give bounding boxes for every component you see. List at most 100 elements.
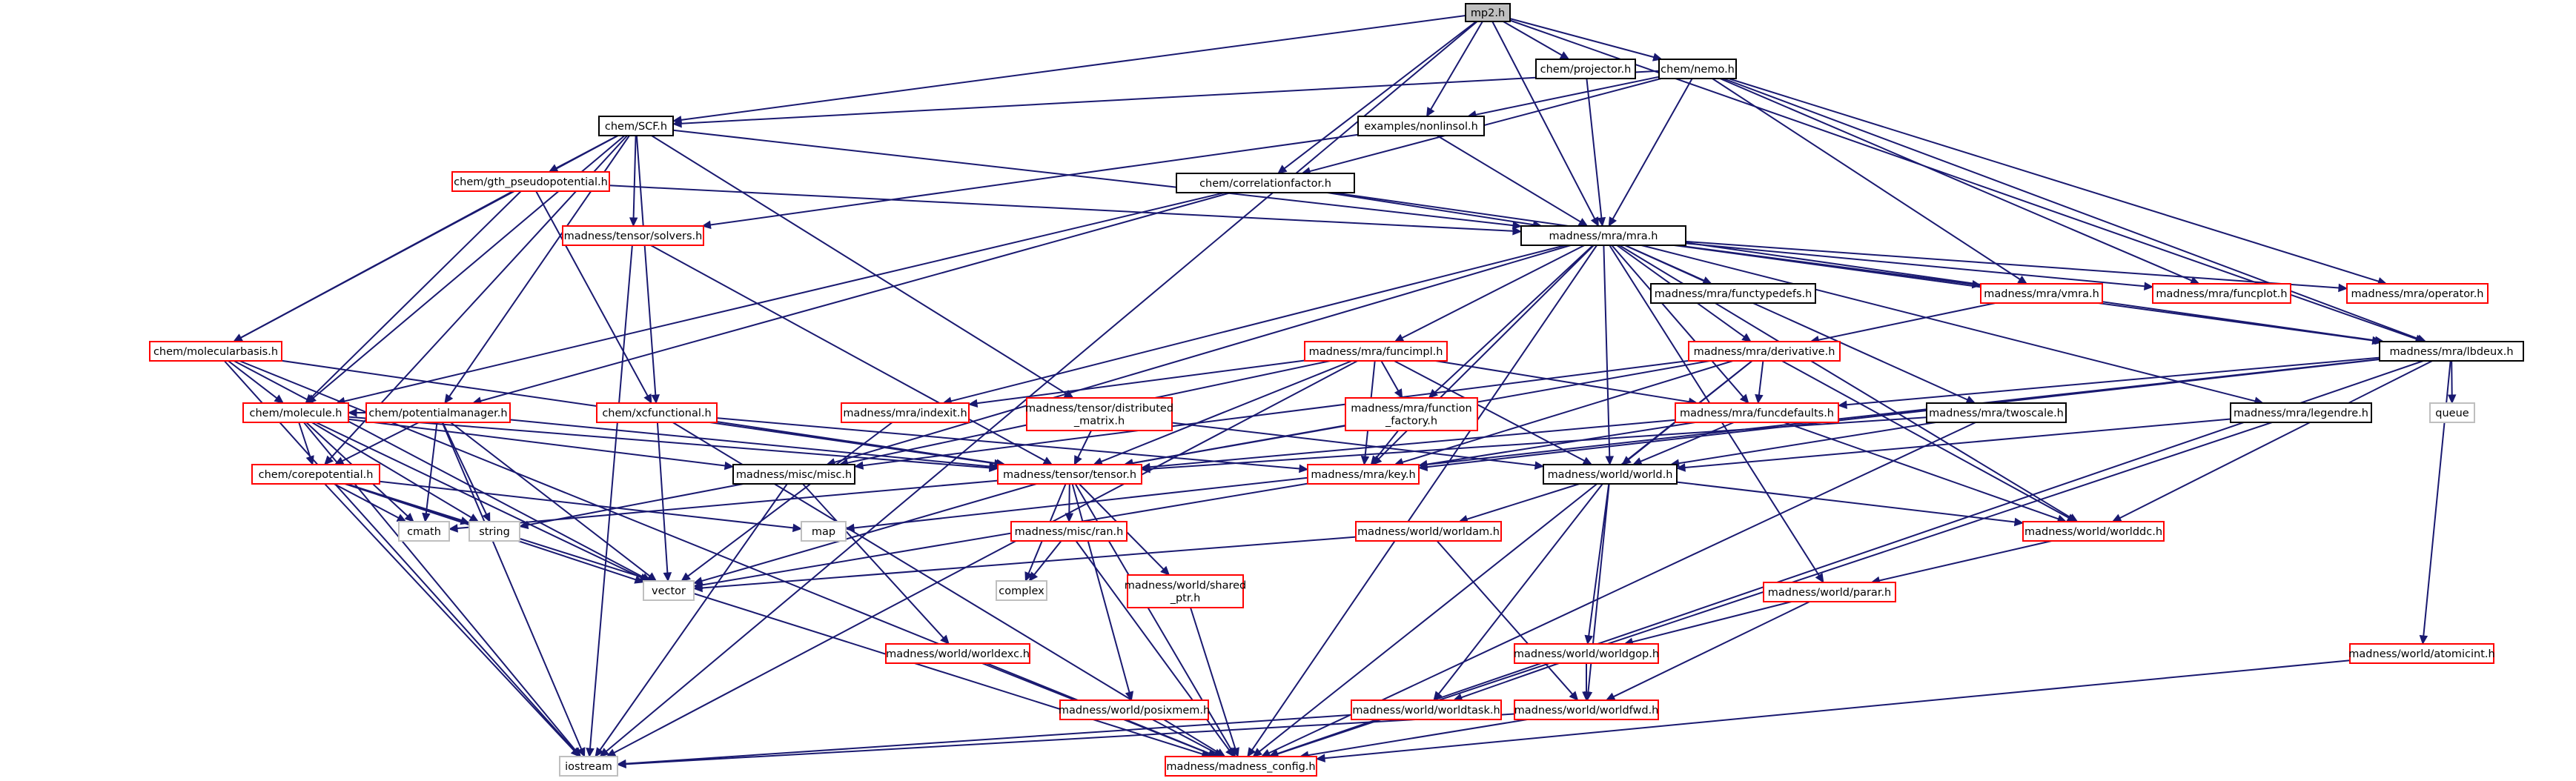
file-node-funcimpl[interactable]: madness/mra/funcimpl.h [1304, 341, 1448, 362]
file-node-posixmem[interactable]: madness/world/posixmem.h [1059, 699, 1210, 720]
edge-arrowhead [2447, 394, 2457, 405]
file-node-lbdeux[interactable]: madness/mra/lbdeux.h [2379, 341, 2524, 362]
edge-arrowhead [1125, 691, 1134, 702]
edge-line [324, 483, 575, 751]
file-node-scf[interactable]: chem/SCF.h [598, 116, 674, 136]
node-box [1650, 283, 1816, 304]
edge-arrowhead [233, 333, 244, 342]
file-node-operator[interactable]: madness/mra/operator.h [2346, 283, 2489, 304]
file-node-corrfac[interactable]: chem/correlationfactor.h [1176, 173, 1355, 193]
file-node-config[interactable]: madness/madness_config.h [1165, 756, 1317, 777]
file-node-molecule[interactable]: chem/molecule.h [242, 402, 349, 423]
file-node-gth[interactable]: chem/gth_pseudopotential.h [451, 171, 610, 192]
file-node-funcdefaults[interactable]: madness/mra/funcdefaults.h [1675, 402, 1839, 423]
node-box [801, 521, 847, 542]
file-node-misc[interactable]: madness/misc/misc.h [732, 464, 855, 485]
include-edge-worldfwd-to-config [1299, 719, 1528, 760]
file-node-worldtask[interactable]: madness/world/worldtask.h [1351, 699, 1502, 720]
node-label: madness/mra/legendre.h [2234, 408, 2368, 419]
edge-line [1033, 540, 1062, 576]
file-node-mra[interactable]: madness/mra/mra.h [1520, 225, 1686, 246]
edge-arrowhead [396, 514, 407, 522]
node-box [1688, 341, 1841, 362]
node-label: madness/world/worldam.h [1357, 526, 1500, 538]
node-label: _ptr.h [1170, 593, 1201, 605]
file-node-world[interactable]: madness/world/world.h [1543, 464, 1678, 485]
file-node-sharedptr[interactable]: madness/world/shared_ptr.h [1125, 574, 1247, 608]
node-box [1658, 59, 1737, 79]
file-node-worldam[interactable]: madness/world/worldam.h [1355, 521, 1502, 542]
edge-line [1475, 76, 1660, 116]
file-node-parar[interactable]: madness/world/parar.h [1763, 582, 1896, 602]
file-node-derivative[interactable]: madness/mra/derivative.h [1688, 341, 1841, 362]
edge-arrowhead [1370, 455, 1380, 465]
file-node-atomicint[interactable]: madness/world/atomicint.h [2348, 643, 2495, 664]
file-node-projector[interactable]: chem/projector.h [1535, 59, 1636, 79]
node-label: madness/mra/twoscale.h [1929, 408, 2064, 419]
file-node-molbasis[interactable]: chem/molecularbasis.h [149, 341, 282, 362]
file-node-funcfactory[interactable]: madness/mra/function_factory.h [1345, 397, 1478, 431]
file-node-string[interactable]: string [468, 521, 520, 542]
file-node-worldgop[interactable]: madness/world/worldgop.h [1514, 643, 1659, 664]
file-node-map[interactable]: map [801, 521, 847, 542]
edge-line [1435, 360, 1689, 403]
node-label: madness/mra/operator.h [2351, 288, 2483, 300]
edge-line [1640, 245, 2256, 402]
edge-arrowhead [1605, 692, 1616, 701]
edge-arrowhead [422, 512, 431, 523]
edge-arrowhead [2144, 282, 2154, 291]
file-node-distmat[interactable]: madness/tensor/distributed_matrix.h [1025, 397, 1173, 431]
file-node-corepot[interactable]: chem/corepotential.h [251, 464, 380, 485]
file-node-worlddc[interactable]: madness/world/worlddc.h [2022, 521, 2165, 542]
edge-line [442, 422, 488, 515]
file-node-vmra[interactable]: madness/mra/vmra.h [1980, 283, 2103, 304]
file-node-nonlinsol[interactable]: examples/nonlinsol.h [1357, 116, 1485, 136]
file-node-queue[interactable]: queue [2429, 402, 2475, 423]
node-label: madness/world/world.h [1548, 469, 1673, 481]
file-node-cmath[interactable]: cmath [398, 521, 450, 542]
file-node-iostream[interactable]: iostream [559, 756, 618, 777]
edge-line [1251, 245, 1597, 751]
include-edge-scf-to-mra [672, 129, 1523, 230]
file-node-twoscale[interactable]: madness/mra/twoscale.h [1926, 402, 2067, 423]
edge-line [1402, 360, 1733, 463]
file-node-indexit[interactable]: madness/mra/indexit.h [841, 402, 970, 423]
file-node-complex[interactable]: complex [996, 580, 1047, 601]
file-node-potmgr[interactable]: chem/potentialmanager.h [365, 402, 511, 423]
file-node-key[interactable]: madness/mra/key.h [1307, 464, 1420, 485]
edge-arrowhead [1299, 464, 1309, 473]
file-node-tensor[interactable]: madness/tensor/tensor.h [997, 464, 1142, 485]
include-edge-sharedptr-to-config [1190, 607, 1239, 758]
file-node-vector[interactable]: vector [643, 580, 695, 601]
node-box [398, 521, 450, 542]
edge-line [862, 359, 1689, 467]
node-label: mp2.h [1471, 7, 1505, 19]
node-box [1127, 574, 1244, 608]
include-edge-solvers-to-iostream [586, 245, 633, 758]
file-node-miscran[interactable]: madness/misc/ran.h [1010, 521, 1128, 542]
node-box [1059, 699, 1209, 720]
file-node-xcfunc[interactable]: chem/xcfunctional.h [596, 402, 718, 423]
include-edge-mp2-to-projector [1503, 21, 1570, 60]
file-node-funcplot[interactable]: madness/mra/funcplot.h [2152, 283, 2291, 304]
file-nodes: mp2.h chem/projector.h chem/nemo.h chem/SCF… [149, 3, 2524, 777]
include-edge-derivative-to-misc [853, 359, 1689, 470]
edge-arrowhead [2013, 517, 2024, 527]
include-edge-scf-to-xcfunc [635, 135, 660, 405]
file-node-solvers[interactable]: madness/tensor/solvers.h [562, 225, 704, 246]
node-label: madness/mra/funcimpl.h [1309, 346, 1443, 358]
include-edge-mra-to-funcfactory [1428, 245, 1594, 399]
file-node-nemo[interactable]: chem/nemo.h [1658, 59, 1737, 79]
node-box [1304, 341, 1448, 362]
edge-arrowhead [324, 455, 334, 465]
file-node-legendre[interactable]: madness/mra/legendre.h [2230, 402, 2372, 423]
file-node-mp2: mp2.h [1465, 3, 1511, 22]
file-node-functypedefs[interactable]: madness/mra/functypedefs.h [1650, 283, 1816, 304]
edge-arrowhead [2017, 275, 2028, 285]
node-box [2346, 283, 2489, 304]
include-edge-lbdeux-to-queue [2447, 360, 2457, 405]
file-node-worldexc[interactable]: madness/world/worldexc.h [885, 643, 1030, 664]
edge-arrowhead [1675, 463, 1686, 472]
file-node-worldfwd[interactable]: madness/world/worldfwd.h [1514, 699, 1659, 720]
edge-line [1466, 483, 1580, 520]
